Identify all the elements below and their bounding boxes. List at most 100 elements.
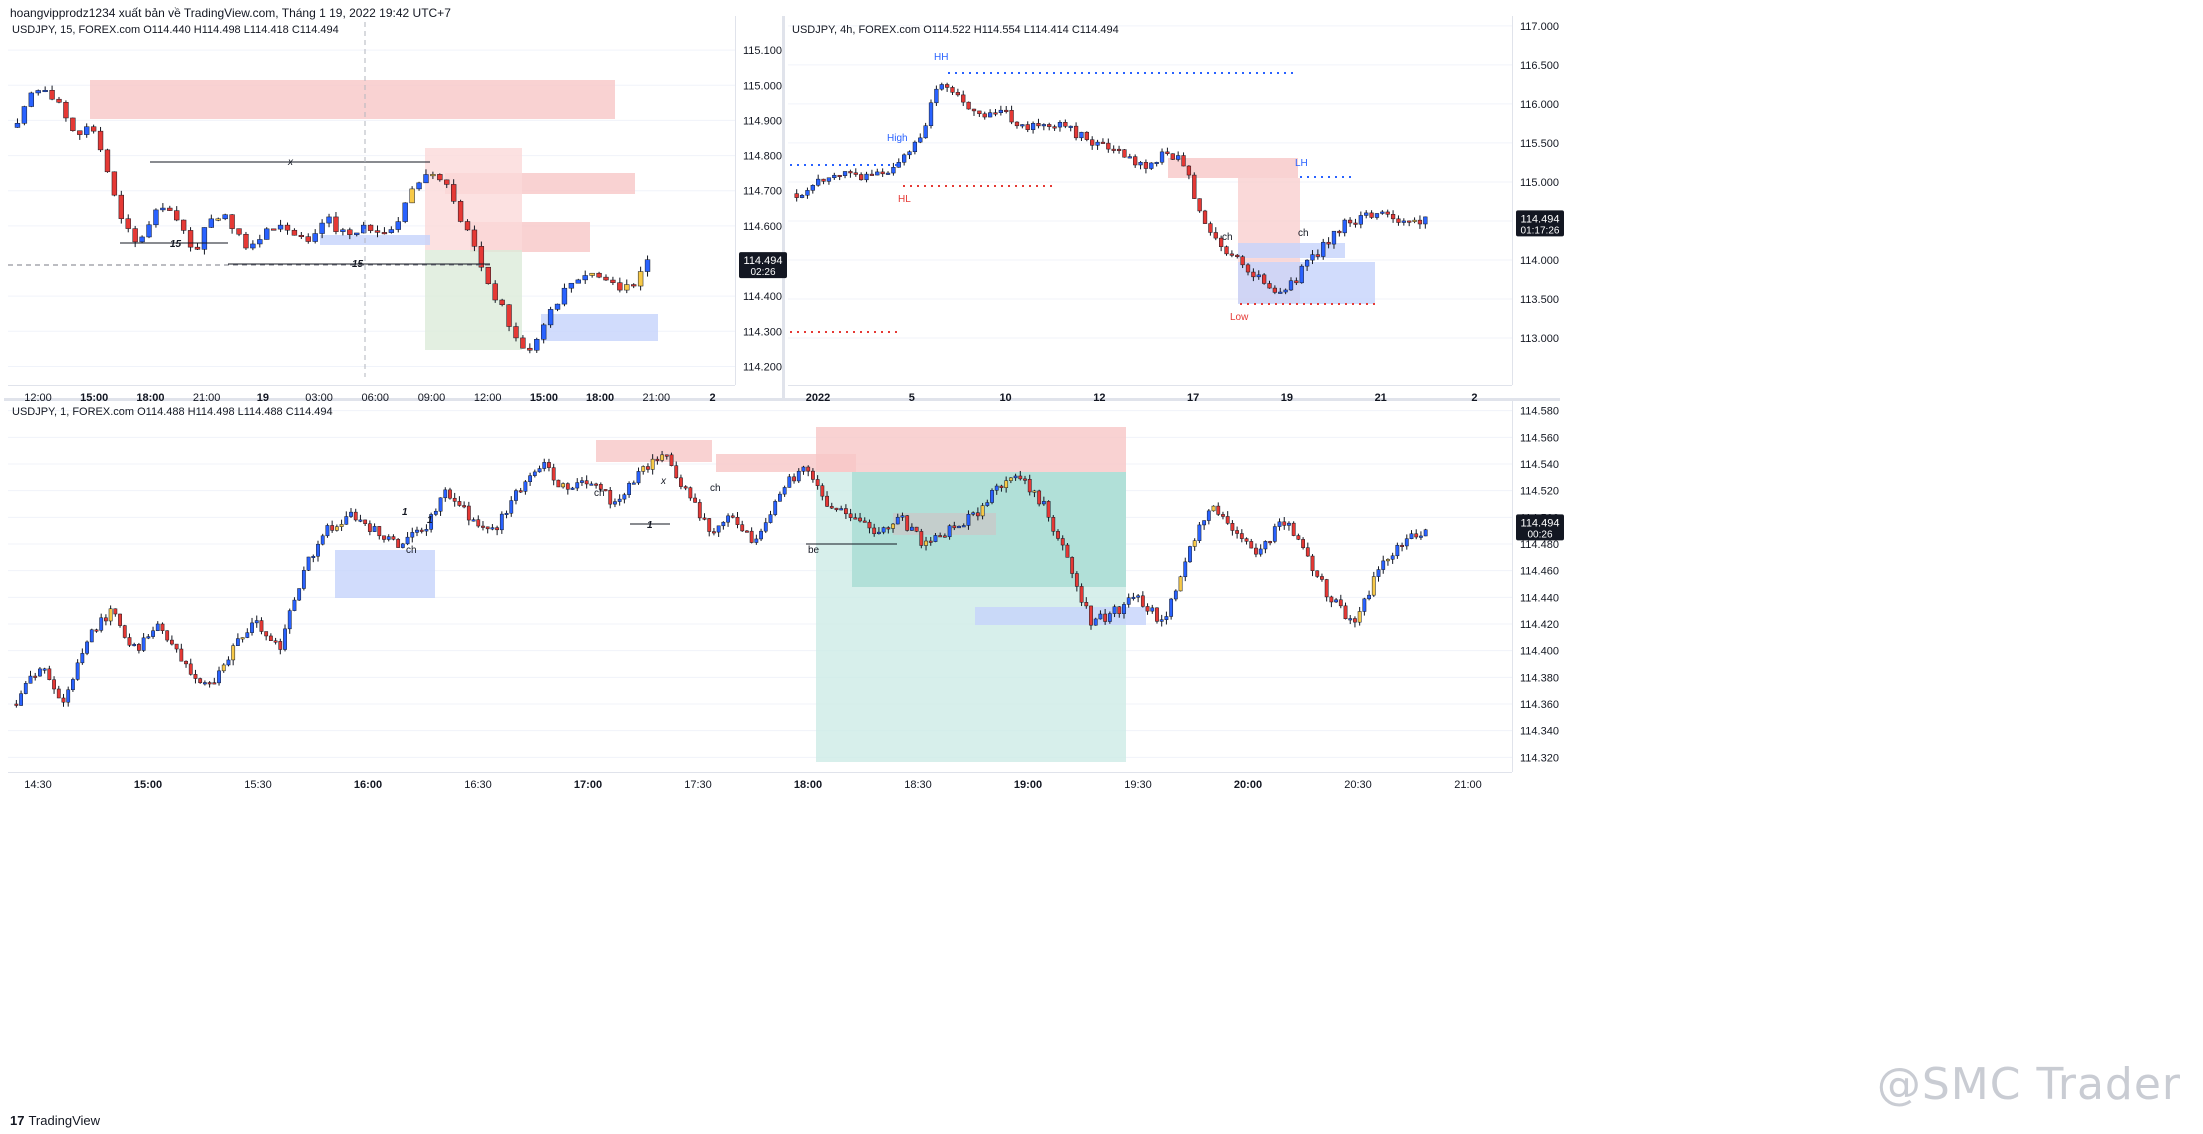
candle-body (627, 482, 631, 495)
candle-body (349, 511, 353, 517)
candle-body (90, 126, 97, 132)
candle-body (71, 679, 75, 691)
candle-body (1301, 539, 1305, 548)
structure-label: x (660, 476, 667, 487)
candle-body (971, 108, 977, 112)
candle-body (278, 641, 283, 650)
candle-body (118, 613, 122, 626)
candle-body (641, 466, 646, 472)
candle-body (70, 117, 76, 131)
candle-body (527, 347, 533, 351)
candle-body (1164, 616, 1169, 620)
candle-body (306, 556, 311, 571)
candle-body (1165, 151, 1170, 154)
candle-body (1116, 148, 1122, 151)
panel-divider-vertical (782, 16, 785, 398)
candle-countdown: 01:17:26 (1521, 225, 1560, 236)
candle-body (1374, 213, 1380, 218)
candle-body (547, 462, 551, 468)
candle-body (1261, 274, 1267, 284)
candle-body (1414, 533, 1419, 538)
candle-body (1176, 155, 1181, 160)
candle-body (811, 470, 815, 480)
candle-body (891, 167, 896, 174)
y-tick-label: 114.200 (743, 361, 782, 373)
candle-body (312, 233, 318, 242)
candle-body (617, 282, 623, 291)
candle-body (298, 234, 305, 237)
publish-header: hoangvipprodz1234 xuất bản về TradingVie… (10, 6, 451, 20)
y-tick-label: 114.300 (743, 326, 782, 338)
candle-body (1084, 602, 1089, 607)
candle-body (1395, 544, 1400, 557)
candle-body (825, 495, 829, 507)
candle-body (1282, 521, 1287, 526)
candle-body (339, 524, 344, 527)
candle-body (1030, 123, 1036, 130)
candle-body (561, 483, 566, 488)
candle-body (374, 230, 381, 233)
candle-body (1036, 123, 1041, 127)
candle-body (84, 126, 90, 135)
candle-body (792, 476, 796, 482)
candle-body (391, 536, 396, 540)
candle-body (137, 644, 141, 651)
candle-body (381, 232, 388, 235)
candle-body (1155, 607, 1159, 622)
structure-label: ch (1298, 228, 1309, 239)
candle-body (1310, 555, 1315, 571)
candle-body (520, 337, 526, 349)
candle-body (509, 500, 514, 514)
candle-body (582, 275, 588, 281)
candle-body (1202, 520, 1207, 526)
candle-body (1224, 246, 1229, 255)
candle-body (382, 535, 386, 540)
y-tick-label: 114.440 (1520, 592, 1559, 604)
candle-body (1106, 142, 1111, 150)
candle-body (990, 490, 994, 503)
candle-body (886, 527, 891, 530)
candle-body (957, 525, 961, 529)
candle-body (646, 466, 650, 470)
current-price-value: 114.494 (744, 255, 783, 267)
candle-body (187, 230, 194, 248)
candle-body (674, 465, 679, 479)
candle-body (902, 154, 907, 163)
candle-body (858, 517, 862, 522)
candle-body (259, 620, 264, 632)
candle-body (961, 525, 966, 528)
candle-body (735, 516, 740, 525)
candle-body (283, 628, 287, 650)
candle-body (1272, 526, 1277, 542)
x-tick-label: 18:30 (904, 779, 932, 791)
tradingview-logo[interactable]: 17 TradingView (10, 1113, 100, 1128)
candle-body (353, 511, 358, 521)
candle-body (1046, 501, 1051, 518)
candle-body (1283, 289, 1288, 293)
x-tick-label: 2 (1471, 392, 1477, 404)
candle-body (589, 483, 594, 486)
candle-body (19, 693, 23, 706)
candle-body (534, 339, 540, 351)
candle-body (1294, 280, 1299, 284)
y-tick-label: 114.900 (743, 115, 782, 127)
candle-body (97, 130, 104, 151)
candle-body (754, 538, 759, 543)
candle-body (235, 638, 240, 646)
candle-body (1181, 155, 1186, 167)
candle-body (184, 660, 188, 665)
time-axis-line (8, 772, 1512, 773)
candle-body (610, 279, 616, 283)
candle-body (1051, 517, 1056, 532)
current-price-label (1516, 210, 1564, 237)
candle-body (229, 214, 235, 229)
candle-body (1079, 131, 1084, 139)
candle-body (1254, 547, 1258, 555)
x-tick-label: 5 (909, 392, 915, 404)
candle-body (872, 527, 877, 535)
candle-body (900, 515, 905, 518)
candle-body (853, 172, 858, 175)
candle-body (334, 526, 339, 531)
price-axis-line (1512, 16, 1513, 385)
